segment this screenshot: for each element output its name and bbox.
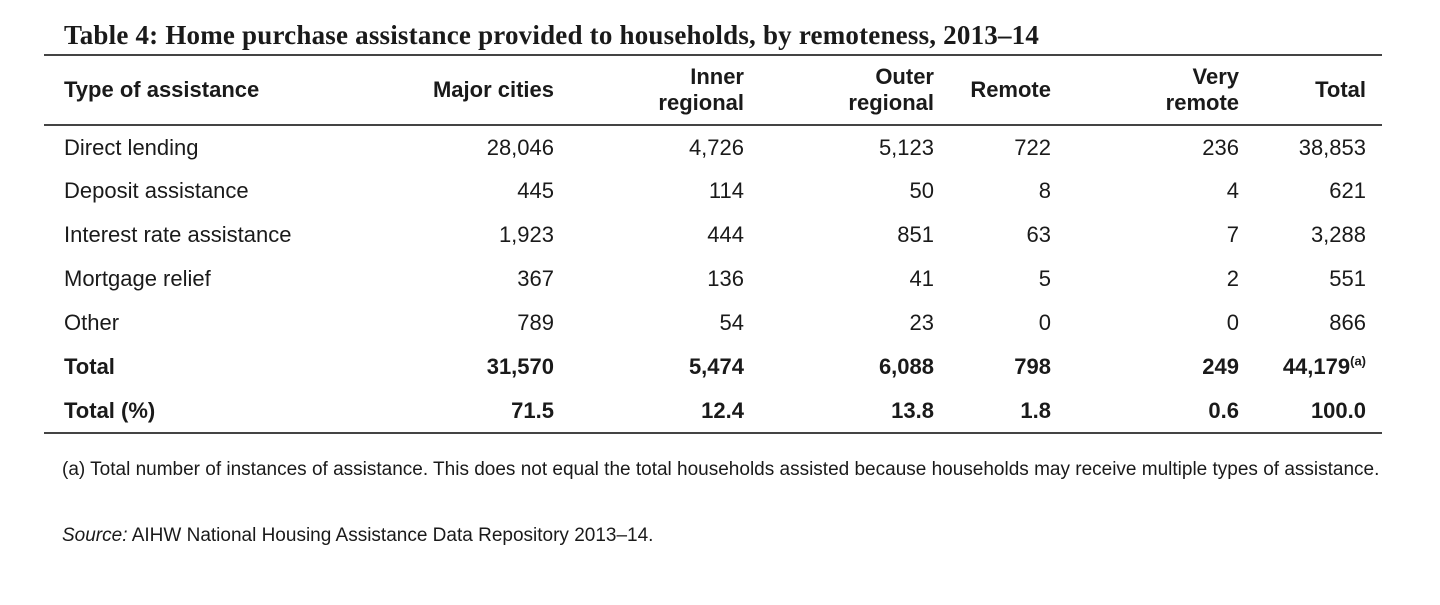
cell-inner-regional: 114 [708, 178, 744, 203]
row-label: Deposit assistance [64, 178, 249, 203]
cell-inner-regional: 12.4 [554, 389, 744, 434]
cell-remote: 798 [1014, 354, 1051, 379]
header-row: Type of assistance Major cities Inner re… [44, 55, 1382, 126]
cell-major-cities: 28,046 [486, 134, 554, 160]
row-label: Total (%) [44, 389, 344, 434]
cell-outer-regional: 41 [909, 266, 934, 291]
cell-outer-regional: 23 [909, 310, 934, 335]
col-header-total: Total [1239, 55, 1382, 126]
table-footnote: (a) Total number of instances of assista… [62, 459, 1380, 480]
row-label: Interest rate assistance [64, 222, 292, 247]
cell-very-remote: 0 [1226, 310, 1239, 335]
cell-total: 38,853 [1298, 134, 1366, 160]
table-row: Deposit assistance 445 114 50 8 4 621 [44, 169, 1382, 213]
cell-inner-regional: 136 [707, 266, 744, 291]
cell-total: 621 [1329, 178, 1366, 203]
cell-very-remote: 249 [1202, 354, 1239, 379]
col-header-outer-line2: regional [848, 90, 934, 115]
source-label: Source: [62, 525, 128, 546]
cell-very-remote: 4 [1226, 178, 1239, 203]
row-label: Other [64, 310, 120, 335]
cell-remote: 722 [1014, 134, 1051, 160]
cell-total: 100.0 [1239, 389, 1382, 434]
footnote-marker: (a) [1350, 353, 1366, 369]
cell-remote: 8 [1038, 178, 1051, 203]
cell-major-cities: 1,923 [498, 222, 554, 247]
col-header-very-line2: remote [1165, 90, 1239, 115]
cell-total: 3,288 [1310, 222, 1366, 247]
cell-inner-regional: 54 [719, 310, 744, 335]
cell-total-value: 44,179 [1282, 354, 1351, 379]
cell-outer-regional: 6,088 [878, 354, 934, 379]
row-label: Mortgage relief [64, 266, 211, 291]
col-header-inner-line2: regional [658, 90, 744, 115]
cell-remote: 1.8 [934, 389, 1059, 434]
cell-outer-regional: 851 [897, 222, 934, 247]
table-body: Direct lending 28,046 4,726 5,123 722 23… [44, 125, 1382, 434]
cell-major-cities: 789 [517, 310, 554, 335]
cell-total: 551 [1329, 266, 1366, 291]
cell-major-cities: 31,570 [486, 354, 554, 379]
cell-very-remote: 236 [1202, 134, 1239, 160]
table-row: Mortgage relief 367 136 41 5 2 551 [44, 257, 1382, 301]
cell-major-cities: 367 [517, 266, 554, 291]
total-row: Total 31,570 5,474 6,088 798 249 44,179(… [44, 345, 1382, 389]
cell-inner-regional: 444 [707, 222, 744, 247]
cell-major-cities: 445 [517, 178, 554, 203]
col-header-major-cities: Major cities [344, 55, 554, 126]
table-header: Type of assistance Major cities Inner re… [44, 55, 1382, 126]
table-row: Interest rate assistance 1,923 444 851 6… [44, 213, 1382, 257]
cell-very-remote: 7 [1226, 222, 1239, 247]
cell-total: 44,179(a) [1239, 345, 1382, 389]
total-percent-row: Total (%) 71.5 12.4 13.8 1.8 0.6 100.0 [44, 389, 1382, 434]
col-header-remote: Remote [934, 55, 1059, 126]
table-row: Other 789 54 23 0 0 866 [44, 301, 1382, 345]
source-text: AIHW National Housing Assistance Data Re… [127, 525, 654, 546]
cell-remote: 5 [1038, 266, 1051, 291]
cell-outer-regional: 5,123 [878, 134, 934, 160]
row-label: Total [64, 354, 115, 379]
cell-very-remote: 2 [1226, 266, 1239, 291]
cell-total: 866 [1329, 310, 1366, 335]
source-note: Source: AIHW National Housing Assistance… [62, 525, 653, 547]
row-label: Direct lending [64, 134, 199, 160]
col-header-outer-regional: Outer regional [744, 55, 934, 126]
col-header-inner-line1: Inner [690, 64, 744, 89]
col-header-type: Type of assistance [44, 55, 344, 126]
cell-inner-regional: 4,726 [688, 134, 744, 160]
col-header-inner-regional: Inner regional [554, 55, 744, 126]
col-header-very-remote: Very remote [1059, 55, 1240, 126]
cell-outer-regional: 50 [909, 178, 934, 203]
cell-remote: 0 [1038, 310, 1051, 335]
col-header-very-line1: Very [1192, 64, 1240, 89]
cell-major-cities: 71.5 [344, 389, 554, 434]
cell-inner-regional: 5,474 [688, 354, 744, 379]
home-purchase-assistance-table: Type of assistance Major cities Inner re… [44, 54, 1382, 434]
table-row: Direct lending 28,046 4,726 5,123 722 23… [44, 125, 1382, 169]
cell-outer-regional: 13.8 [744, 389, 934, 434]
col-header-outer-line1: Outer [875, 64, 934, 89]
table-title: Table 4: Home purchase assistance provid… [64, 20, 1040, 50]
cell-very-remote: 0.6 [1059, 389, 1239, 434]
cell-remote: 63 [1026, 222, 1051, 247]
